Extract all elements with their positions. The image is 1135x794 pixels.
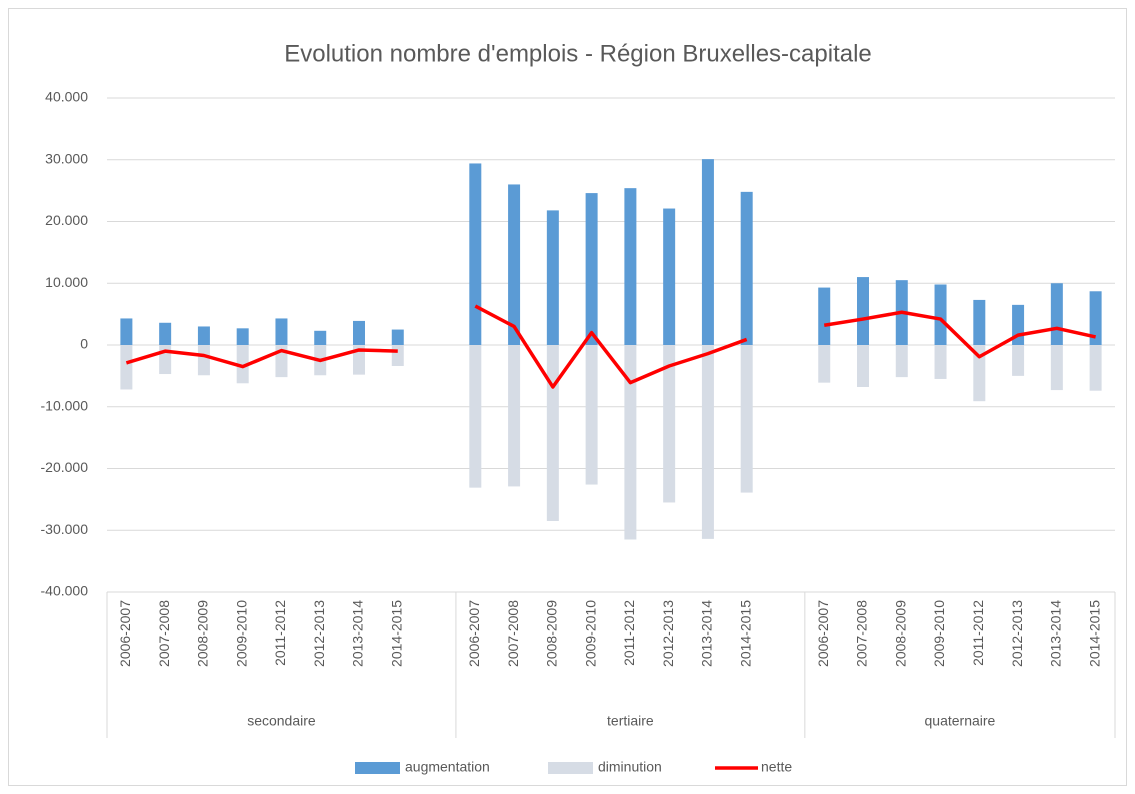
legend-swatch xyxy=(355,762,400,774)
x-tick-label: 2014-2015 xyxy=(388,600,404,667)
group-label: quaternaire xyxy=(925,713,996,729)
bar xyxy=(275,318,288,345)
bar xyxy=(857,345,869,387)
x-tick-label: 2007-2008 xyxy=(156,600,172,667)
y-tick-label: -30.000 xyxy=(41,521,89,537)
y-tick-label: 0 xyxy=(80,336,88,352)
bar xyxy=(973,345,986,402)
x-tick-label: 2008-2009 xyxy=(195,600,211,667)
x-tick-label: 2013-2014 xyxy=(350,600,366,667)
x-tick-label: 2012-2013 xyxy=(311,600,327,667)
bar xyxy=(740,191,753,345)
bar xyxy=(1089,291,1102,345)
x-tick-label: 2011-2012 xyxy=(621,600,637,666)
legend-label: diminution xyxy=(598,759,662,775)
x-tick-label: 2006-2007 xyxy=(117,600,133,667)
bar xyxy=(701,159,714,345)
y-tick-label: 10.000 xyxy=(45,274,88,290)
bar xyxy=(159,345,172,375)
bar xyxy=(1012,345,1025,376)
x-tick-label: 2009-2010 xyxy=(233,600,249,667)
x-tick-label: 2011-2012 xyxy=(970,600,986,666)
line xyxy=(474,304,748,389)
y-tick-label: -20.000 xyxy=(41,459,89,475)
bar xyxy=(1050,345,1063,391)
bar xyxy=(818,287,831,345)
y-tick-label: -10.000 xyxy=(41,397,89,413)
bar xyxy=(934,345,947,379)
bar xyxy=(391,329,404,345)
bar xyxy=(508,345,521,487)
bar xyxy=(353,320,365,345)
x-tick-label: 2014-2015 xyxy=(1086,600,1102,667)
bar xyxy=(663,345,676,503)
x-tick-label: 2006-2007 xyxy=(815,600,831,667)
group-label: tertiaire xyxy=(607,713,654,729)
bar xyxy=(740,345,753,493)
bar xyxy=(585,193,598,345)
y-tick-label: -40.000 xyxy=(41,583,89,599)
y-tick-label: 30.000 xyxy=(45,150,88,166)
bar xyxy=(546,210,559,345)
x-tick-label: 2013-2014 xyxy=(699,600,715,667)
x-tick-label: 2012-2013 xyxy=(660,600,676,667)
x-tick-label: 2008-2009 xyxy=(892,600,908,667)
bar xyxy=(663,208,676,345)
bar xyxy=(120,345,133,390)
x-tick-label: 2009-2010 xyxy=(931,600,947,667)
bar xyxy=(236,328,249,345)
bar xyxy=(973,299,986,345)
legend-swatch xyxy=(548,762,593,774)
bar xyxy=(120,318,133,345)
x-tick-label: 2006-2007 xyxy=(466,600,482,667)
y-tick-label: 20.000 xyxy=(45,212,88,228)
x-tick-label: 2011-2012 xyxy=(272,600,288,666)
bar xyxy=(585,345,598,485)
bar xyxy=(701,345,714,539)
bar xyxy=(197,345,210,376)
bar xyxy=(1050,283,1063,345)
group-label: secondaire xyxy=(247,713,316,729)
bar xyxy=(895,345,908,378)
bar xyxy=(508,184,521,345)
chart-title: Evolution nombre d'emplois - Région Brux… xyxy=(284,40,872,67)
y-tick-label: 40.000 xyxy=(45,89,88,105)
bar xyxy=(624,345,637,540)
bar xyxy=(159,322,172,345)
line xyxy=(823,310,1097,359)
bar xyxy=(469,345,482,488)
x-tick-label: 2014-2015 xyxy=(737,600,753,667)
bar xyxy=(1089,345,1102,391)
legend-label: augmentation xyxy=(405,759,490,775)
bar xyxy=(857,277,869,345)
x-tick-label: 2007-2008 xyxy=(854,600,870,667)
bar xyxy=(624,188,637,345)
x-tick-label: 2009-2010 xyxy=(582,600,598,667)
line xyxy=(125,348,398,369)
x-tick-label: 2012-2013 xyxy=(1009,600,1025,667)
x-tick-label: 2008-2009 xyxy=(544,600,560,667)
x-tick-label: 2013-2014 xyxy=(1048,600,1064,667)
bar xyxy=(197,326,210,345)
chart-frame xyxy=(8,8,1127,786)
bar xyxy=(818,345,831,383)
x-tick-label: 2007-2008 xyxy=(505,600,521,667)
bar xyxy=(391,345,404,366)
bar xyxy=(934,284,947,345)
bar xyxy=(469,163,482,345)
bar xyxy=(546,345,559,521)
legend-label: nette xyxy=(761,759,792,775)
bar xyxy=(236,345,249,384)
bar xyxy=(314,330,327,345)
